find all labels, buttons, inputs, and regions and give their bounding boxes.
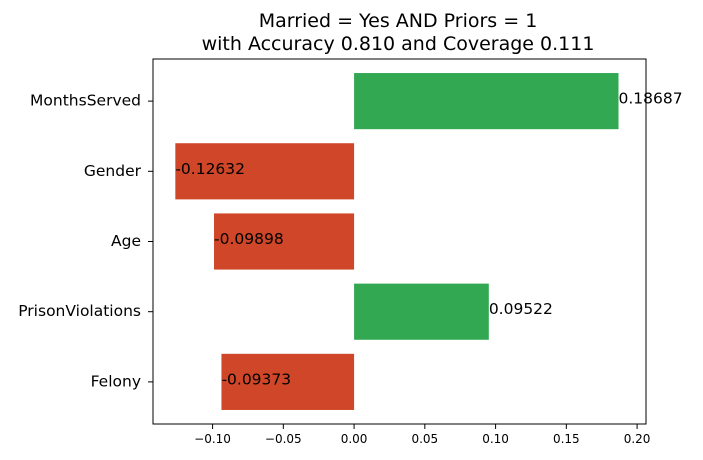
xtick-label: 0.20 bbox=[624, 432, 651, 446]
y-axis: MonthsServed Gender Age PrisonViolations Fel… bbox=[18, 92, 153, 390]
bar-value-label-monthsserved: 0.18687 bbox=[619, 90, 683, 108]
bar-gender bbox=[175, 143, 355, 200]
ytick-label-gender: Gender bbox=[84, 162, 142, 180]
ytick-label-age: Age bbox=[111, 232, 141, 250]
chart-title: Married = Yes AND Priors = 1 with Accura… bbox=[202, 10, 595, 55]
x-axis: −0.10 −0.05 0.00 0.05 0.10 0.15 0.20 bbox=[194, 424, 650, 446]
bar-value-label-felony: -0.09373 bbox=[221, 370, 291, 388]
bar-prisonviolations bbox=[354, 283, 489, 340]
bars-group bbox=[175, 73, 619, 410]
ytick-label-monthsserved: MonthsServed bbox=[30, 92, 141, 110]
xtick-label: 0.00 bbox=[341, 432, 368, 446]
ytick-label-felony: Felony bbox=[91, 372, 141, 390]
title-line-2: with Accuracy 0.810 and Coverage 0.111 bbox=[202, 33, 595, 55]
xtick-label: −0.10 bbox=[194, 432, 231, 446]
bar-felony bbox=[221, 353, 355, 410]
bar-monthsserved bbox=[354, 73, 619, 130]
title-line-1: Married = Yes AND Priors = 1 bbox=[259, 10, 538, 32]
bar-value-label-gender: -0.12632 bbox=[175, 160, 245, 178]
ytick-label-prisonviolations: PrisonViolations bbox=[18, 302, 141, 320]
bar-labels-group: 0.18687 -0.12632 -0.09898 0.09522 -0.09373 bbox=[175, 90, 682, 389]
xtick-label: 0.15 bbox=[553, 432, 580, 446]
xtick-label: 0.10 bbox=[482, 432, 509, 446]
bar-value-label-prisonviolations: 0.09522 bbox=[489, 300, 553, 318]
xtick-label: −0.05 bbox=[265, 432, 302, 446]
bar-value-label-age: -0.09898 bbox=[214, 230, 284, 248]
bar-age bbox=[214, 213, 355, 270]
plot-frame bbox=[152, 58, 647, 425]
xtick-label: 0.05 bbox=[411, 432, 438, 446]
